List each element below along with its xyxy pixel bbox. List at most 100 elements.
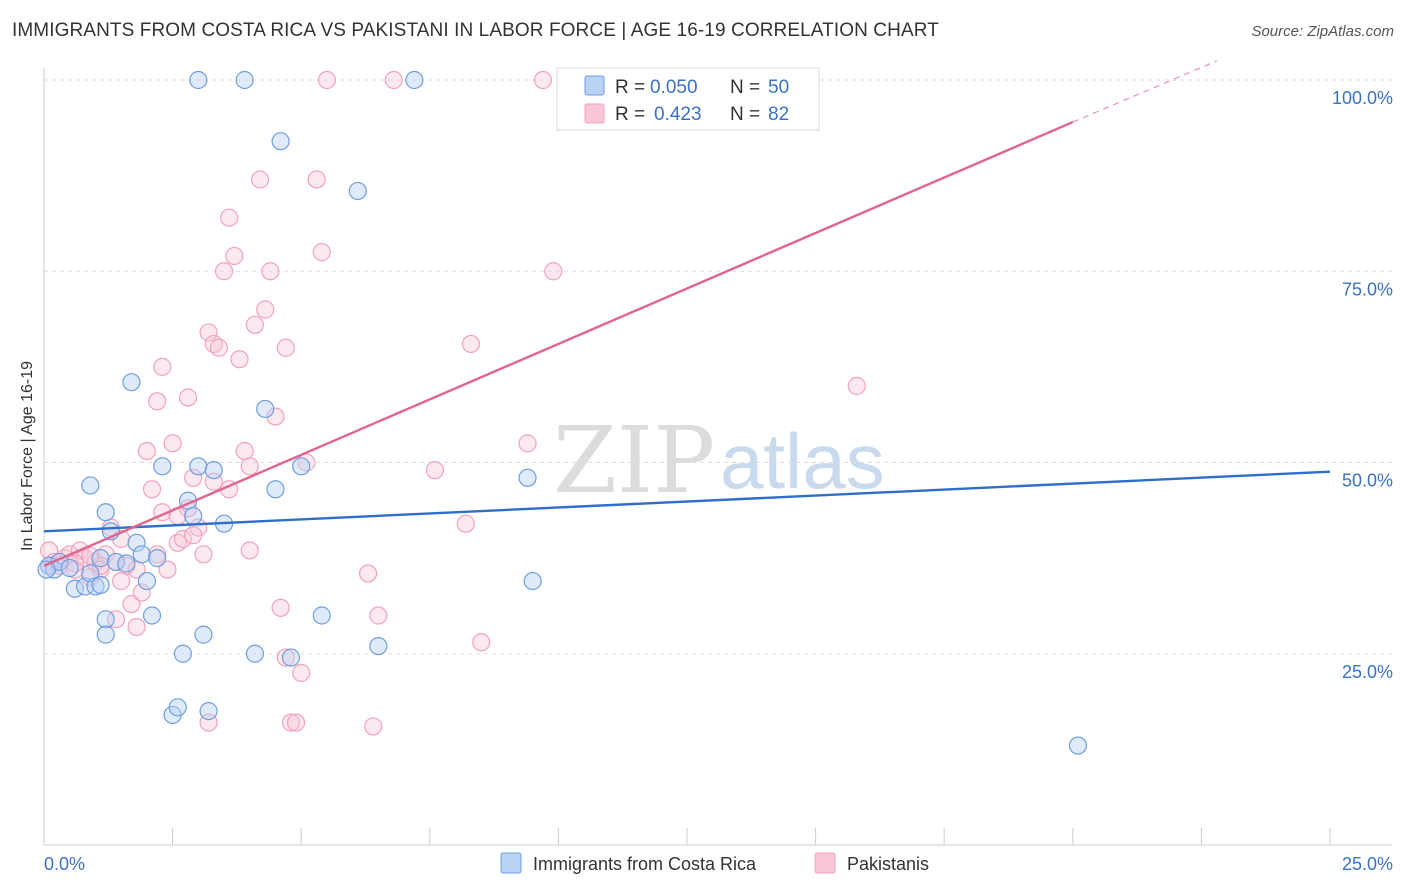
point-pakistanis-55 (369, 606, 388, 625)
point-costa-rica-22 (153, 457, 172, 476)
point-pakistanis-28 (184, 468, 203, 487)
point-pakistanis-36 (225, 246, 244, 266)
point-pakistanis-48 (286, 713, 306, 732)
point-costa-rica-43 (369, 636, 388, 656)
series-legend: Immigrants from Costa Rica Pakistanis (500, 852, 929, 874)
point-pakistanis-52 (312, 243, 331, 262)
point-pakistanis-0 (40, 541, 59, 560)
point-costa-rica-11 (96, 610, 115, 629)
point-pakistanis-33 (209, 338, 228, 357)
point-pakistanis-47 (281, 713, 301, 732)
point-pakistanis-69 (240, 541, 259, 560)
point-pakistanis-41 (250, 170, 270, 189)
point-pakistanis-60 (472, 633, 491, 652)
point-pakistanis-49 (292, 663, 311, 682)
point-costa-rica-48 (37, 560, 56, 579)
point-costa-rica-46 (523, 571, 542, 591)
point-pakistanis-64 (847, 376, 866, 396)
series-pakistanis-points (40, 70, 866, 736)
point-costa-rica-27 (184, 506, 203, 526)
watermark-atlas: atlas (720, 417, 885, 505)
point-costa-rica-36 (256, 399, 275, 419)
point-costa-rica-9 (91, 549, 110, 568)
point-pakistanis-26 (173, 529, 192, 549)
point-pakistanis-24 (163, 434, 182, 453)
point-pakistanis-76 (317, 70, 337, 90)
point-pakistanis-77 (184, 526, 203, 545)
point-pakistanis-56 (384, 70, 403, 90)
point-costa-rica-28 (189, 457, 208, 476)
axes (43, 68, 1392, 846)
point-pakistanis-23 (158, 560, 177, 579)
point-pakistanis-16 (122, 594, 141, 614)
point-pakistanis-39 (240, 457, 259, 476)
point-pakistanis-38 (235, 441, 254, 461)
point-costa-rica-31 (204, 461, 223, 480)
point-pakistanis-45 (271, 598, 290, 617)
point-costa-rica-7 (81, 476, 100, 495)
point-costa-rica-3 (60, 558, 79, 578)
bottom-legend-label-pakistanis: Pakistanis (847, 854, 929, 874)
legend-swatch-costa-rica (584, 75, 605, 96)
point-costa-rica-33 (189, 70, 208, 90)
bottom-legend-swatch-pakistanis (814, 852, 836, 874)
point-pakistanis-59 (461, 334, 481, 354)
trend-line-pakistanis (43, 120, 1074, 567)
point-costa-rica-37 (266, 480, 285, 499)
point-pakistanis-54 (364, 717, 383, 736)
legend-n-value-pakistanis: 82 (768, 104, 789, 125)
point-costa-rica-19 (137, 571, 156, 591)
point-pakistanis-46 (276, 648, 295, 667)
x-tick-label-min: 0.0% (44, 854, 85, 874)
point-costa-rica-41 (312, 606, 331, 625)
point-costa-rica-47 (1068, 736, 1088, 755)
point-costa-rica-40 (292, 457, 311, 476)
point-pakistanis-18 (132, 583, 151, 602)
point-pakistanis-66 (178, 388, 198, 407)
trend-lines (43, 60, 1331, 567)
point-costa-rica-18 (132, 545, 151, 564)
point-pakistanis-21 (148, 545, 167, 564)
point-pakistanis-34 (214, 262, 234, 281)
watermark-zip: ZIP (553, 407, 715, 514)
point-pakistanis-31 (199, 323, 218, 342)
bottom-legend-label-costa-rica: Immigrants from Costa Rica (533, 854, 757, 874)
point-pakistanis-35 (220, 208, 239, 227)
trend-line-costa-rica (43, 470, 1331, 533)
legend-r-label-pakistanis: R = (615, 104, 645, 125)
point-costa-rica-16 (122, 373, 141, 392)
point-pakistanis-20 (142, 480, 162, 499)
point-costa-rica-17 (127, 533, 146, 552)
point-pakistanis-62 (533, 70, 553, 90)
point-pakistanis-63 (544, 262, 563, 281)
stats-legend: R = 0.050 N = 50 R = 0.423 N = 82 (556, 67, 820, 131)
point-pakistanis-37 (230, 350, 249, 369)
point-costa-rica-10 (96, 503, 115, 522)
point-costa-rica-25 (173, 644, 192, 663)
point-pakistanis-53 (358, 564, 378, 583)
point-pakistanis-43 (261, 262, 280, 281)
legend-n-value-costa-rica: 50 (768, 77, 789, 98)
point-costa-rica-49 (117, 554, 136, 573)
point-pakistanis-19 (137, 441, 156, 461)
legend-r-label-costa-rica: R = (615, 77, 645, 98)
y-axis-title: In Labor Force | Age 16-19 (19, 361, 36, 551)
point-pakistanis-42 (256, 300, 275, 319)
x-tick-label-max: 25.0% (1342, 854, 1393, 874)
chart-title: IMMIGRANTS FROM COSTA RICA VS PAKISTANI … (12, 20, 939, 41)
point-costa-rica-38 (271, 132, 290, 151)
point-pakistanis-58 (456, 514, 475, 533)
point-costa-rica-44 (405, 70, 424, 90)
point-pakistanis-67 (148, 392, 167, 411)
point-costa-rica-24 (168, 698, 187, 717)
y-tick-label-50: 50.0% (1342, 471, 1393, 491)
series-costa-rica-points (37, 70, 1088, 755)
point-pakistanis-61 (518, 434, 537, 453)
trend-line-extension-pakistanis (1072, 60, 1218, 123)
legend-n-label-pakistanis: N = (730, 104, 760, 125)
point-costa-rica-42 (348, 181, 367, 201)
point-costa-rica-45 (518, 468, 537, 487)
x-ticks (43, 828, 1331, 845)
point-costa-rica-35 (245, 644, 265, 663)
y-tick-labels: 25.0% 50.0% 75.0% 100.0% (1332, 88, 1393, 682)
